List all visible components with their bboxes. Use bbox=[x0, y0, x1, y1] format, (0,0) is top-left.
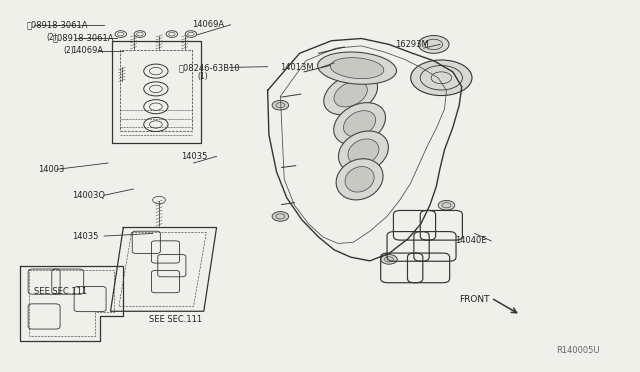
Text: 14035: 14035 bbox=[180, 152, 207, 161]
Bar bbox=[120, 50, 191, 131]
Ellipse shape bbox=[324, 73, 378, 115]
Text: (2): (2) bbox=[63, 46, 74, 55]
Text: (2): (2) bbox=[47, 33, 58, 42]
Ellipse shape bbox=[344, 110, 376, 137]
Ellipse shape bbox=[333, 103, 385, 145]
Circle shape bbox=[272, 212, 289, 221]
Circle shape bbox=[419, 36, 449, 53]
Text: (1): (1) bbox=[197, 72, 208, 81]
Ellipse shape bbox=[317, 52, 397, 84]
Circle shape bbox=[438, 201, 455, 210]
Text: 14003Q: 14003Q bbox=[72, 191, 105, 200]
Ellipse shape bbox=[330, 58, 384, 78]
Text: 14035: 14035 bbox=[72, 231, 99, 241]
Text: 14003: 14003 bbox=[38, 165, 64, 174]
Bar bbox=[113, 41, 200, 143]
Circle shape bbox=[272, 100, 289, 110]
Ellipse shape bbox=[334, 81, 367, 107]
Text: FRONT: FRONT bbox=[460, 295, 490, 304]
Text: Ⓚ08246-63B10: Ⓚ08246-63B10 bbox=[178, 63, 240, 72]
Ellipse shape bbox=[345, 167, 374, 192]
Text: ⓝ08918-3061A: ⓝ08918-3061A bbox=[26, 20, 88, 29]
Text: 16293M: 16293M bbox=[396, 40, 429, 49]
Ellipse shape bbox=[348, 139, 379, 165]
Text: 14013M: 14013M bbox=[280, 63, 314, 72]
Text: 14069A: 14069A bbox=[192, 20, 225, 29]
Text: R140005U: R140005U bbox=[556, 346, 600, 355]
Text: SEE SEC.111: SEE SEC.111 bbox=[34, 287, 87, 296]
Circle shape bbox=[411, 60, 472, 96]
Text: SEE SEC.111: SEE SEC.111 bbox=[149, 315, 202, 324]
Text: 14069A: 14069A bbox=[71, 46, 103, 55]
Text: ⒲08918-3061A: ⒲08918-3061A bbox=[53, 33, 115, 42]
Circle shape bbox=[381, 254, 397, 264]
Ellipse shape bbox=[339, 131, 388, 173]
Text: 14040E: 14040E bbox=[456, 236, 487, 246]
Ellipse shape bbox=[336, 159, 383, 200]
